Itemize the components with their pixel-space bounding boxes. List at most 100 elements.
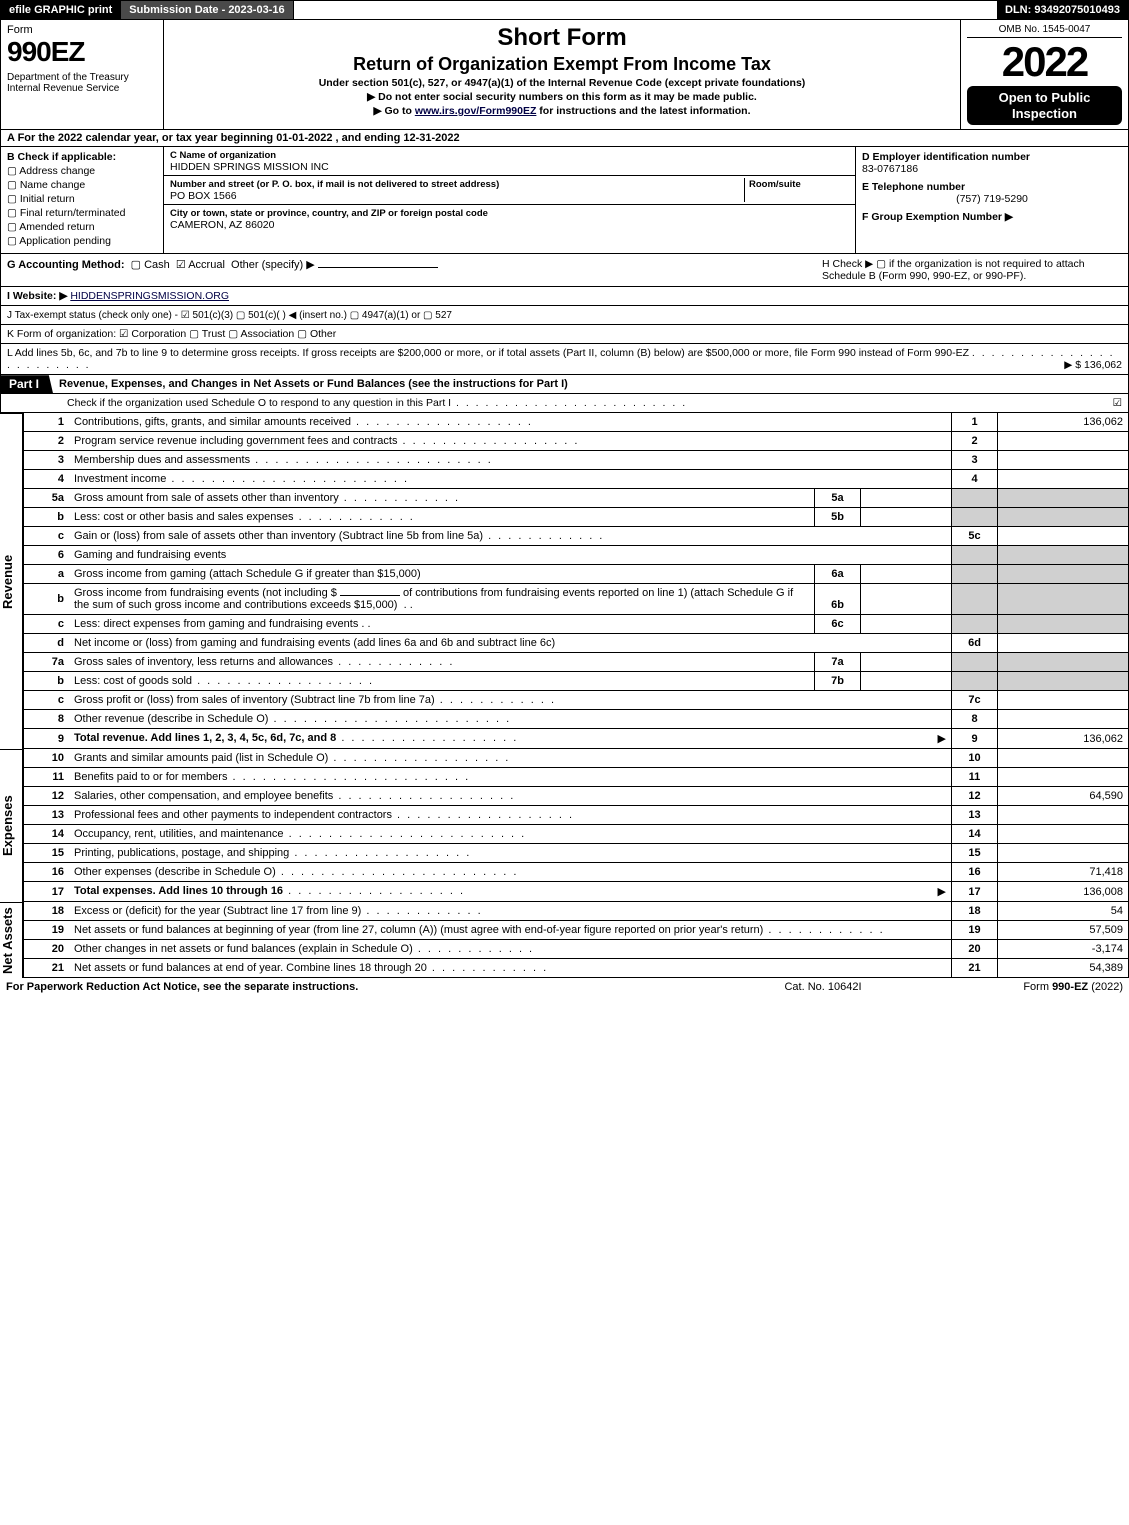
l6b-no: b	[24, 584, 70, 615]
page-footer: For Paperwork Reduction Act Notice, see …	[0, 978, 1129, 996]
l6c-sub: 6c	[815, 615, 861, 634]
l7a-desc: Gross sales of inventory, less returns a…	[74, 656, 333, 668]
line-3: 3 Membership dues and assessments 3	[24, 451, 1129, 470]
line-17: 17 Total expenses. Add lines 10 through …	[24, 882, 1129, 902]
omb-number: OMB No. 1545-0047	[967, 24, 1122, 38]
l1-desc: Contributions, gifts, grants, and simila…	[74, 416, 351, 428]
l7c-col: 7c	[952, 691, 998, 710]
line-13: 13 Professional fees and other payments …	[24, 806, 1129, 825]
line-6b: b Gross income from fundraising events (…	[24, 584, 1129, 615]
g-cash[interactable]: Cash	[144, 259, 170, 271]
chk-application-pending[interactable]: ▢ Application pending	[7, 235, 157, 247]
net-assets-section: Net Assets 18 Excess or (deficit) for th…	[0, 902, 1129, 978]
line-12: 12 Salaries, other compensation, and emp…	[24, 787, 1129, 806]
l5a-amt-shade	[998, 489, 1129, 508]
net-assets-side-label: Net Assets	[0, 902, 23, 978]
l7a-subamt	[861, 653, 952, 672]
part1-checkbox[interactable]: ☑	[1113, 397, 1122, 409]
row-k: K Form of organization: ☑ Corporation ▢ …	[0, 325, 1129, 344]
section-c: C Name of organization HIDDEN SPRINGS MI…	[164, 147, 856, 253]
chk-final-return[interactable]: ▢ Final return/terminated	[7, 207, 157, 219]
l15-desc: Printing, publications, postage, and shi…	[74, 847, 289, 859]
city-value: CAMERON, AZ 86020	[170, 219, 274, 231]
line-8: 8 Other revenue (describe in Schedule O)…	[24, 710, 1129, 729]
org-address-row: Number and street (or P. O. box, if mail…	[164, 176, 855, 205]
line-6: 6 Gaming and fundraising events	[24, 546, 1129, 565]
l6d-amt	[998, 634, 1129, 653]
l7b-sub: 7b	[815, 672, 861, 691]
title-return: Return of Organization Exempt From Incom…	[170, 54, 954, 75]
goto-suffix: for instructions and the latest informat…	[536, 105, 750, 117]
l7a-amt-shade	[998, 653, 1129, 672]
line-10: 10 Grants and similar amounts paid (list…	[24, 749, 1129, 768]
part1-tab-wrap: Part I	[1, 375, 53, 393]
l5c-desc: Gain or (loss) from sale of assets other…	[74, 530, 483, 542]
line-11: 11 Benefits paid to or for members 11	[24, 768, 1129, 787]
l9-col: 9	[952, 729, 998, 749]
l16-amt: 71,418	[998, 863, 1129, 882]
l6d-col: 6d	[952, 634, 998, 653]
l4-amt	[998, 470, 1129, 489]
l9-amt: 136,062	[998, 729, 1129, 749]
l6-amt-shade	[998, 546, 1129, 565]
l13-col: 13	[952, 806, 998, 825]
l12-desc: Salaries, other compensation, and employ…	[74, 790, 333, 802]
org-city-row: City or town, state or province, country…	[164, 205, 855, 233]
l16-no: 16	[24, 863, 70, 882]
g-other-blank[interactable]	[318, 267, 438, 268]
revenue-section: Revenue 1 Contributions, gifts, grants, …	[0, 413, 1129, 749]
addr-label: Number and street (or P. O. box, if mail…	[170, 179, 499, 190]
l3-no: 3	[24, 451, 70, 470]
form-number: 990EZ	[7, 36, 157, 68]
l20-col: 20	[952, 940, 998, 959]
chk-address-change[interactable]: ▢ Address change	[7, 165, 157, 177]
line-6a: a Gross income from gaming (attach Sched…	[24, 565, 1129, 584]
l6b-shade	[952, 584, 998, 615]
line-7c: c Gross profit or (loss) from sales of i…	[24, 691, 1129, 710]
part1-check-line: Check if the organization used Schedule …	[0, 394, 1129, 413]
g-other[interactable]: Other (specify) ▶	[231, 259, 315, 271]
l6b-desc: Gross income from fundraising events (no…	[69, 584, 815, 615]
l6a-no: a	[24, 565, 70, 584]
l14-amt	[998, 825, 1129, 844]
revenue-side-label: Revenue	[0, 413, 23, 749]
l2-col: 2	[952, 432, 998, 451]
l15-no: 15	[24, 844, 70, 863]
l5b-no: b	[24, 508, 70, 527]
row-j: J Tax-exempt status (check only one) - ☑…	[0, 306, 1129, 325]
l7b-desc: Less: cost of goods sold	[74, 675, 192, 687]
l7c-desc: Gross profit or (loss) from sales of inv…	[74, 694, 435, 706]
line-2: 2 Program service revenue including gove…	[24, 432, 1129, 451]
l6b-amt-shade	[998, 584, 1129, 615]
chk-amended-return[interactable]: ▢ Amended return	[7, 221, 157, 233]
chk-initial-return[interactable]: ▢ Initial return	[7, 193, 157, 205]
g-accrual[interactable]: Accrual	[188, 259, 225, 271]
l5b-sub: 5b	[815, 508, 861, 527]
l6-desc: Gaming and fundraising events	[69, 546, 952, 565]
chk-name-change[interactable]: ▢ Name change	[7, 179, 157, 191]
l19-desc: Net assets or fund balances at beginning…	[74, 924, 763, 936]
irs-link[interactable]: www.irs.gov/Form990EZ	[415, 105, 537, 117]
l8-desc: Other revenue (describe in Schedule O)	[74, 713, 268, 725]
l9-no: 9	[24, 729, 70, 749]
tax-exempt-status: J Tax-exempt status (check only one) - ☑…	[7, 310, 452, 321]
efile-print-label[interactable]: efile GRAPHIC print	[1, 1, 121, 19]
l12-col: 12	[952, 787, 998, 806]
l6-no: 6	[24, 546, 70, 565]
l1-amt: 136,062	[998, 413, 1129, 432]
ein-value: 83-0767186	[862, 163, 918, 175]
group-exemption-label: F Group Exemption Number ▶	[862, 211, 1013, 223]
l4-desc: Investment income	[74, 473, 166, 485]
section-bcd: B Check if applicable: ▢ Address change …	[0, 147, 1129, 254]
l6b-sub: 6b	[815, 584, 861, 615]
top-bar: efile GRAPHIC print Submission Date - 20…	[0, 0, 1129, 20]
l16-desc: Other expenses (describe in Schedule O)	[74, 866, 276, 878]
org-name-value: HIDDEN SPRINGS MISSION INC	[170, 161, 329, 173]
l14-no: 14	[24, 825, 70, 844]
l18-col: 18	[952, 902, 998, 921]
l13-amt	[998, 806, 1129, 825]
row-g-h: G Accounting Method: ▢ Cash ☑ Accrual Ot…	[0, 254, 1129, 287]
website-link[interactable]: HIDDENSPRINGSMISSION.ORG	[70, 290, 229, 302]
l20-amt: -3,174	[998, 940, 1129, 959]
l14-desc: Occupancy, rent, utilities, and maintena…	[74, 828, 284, 840]
